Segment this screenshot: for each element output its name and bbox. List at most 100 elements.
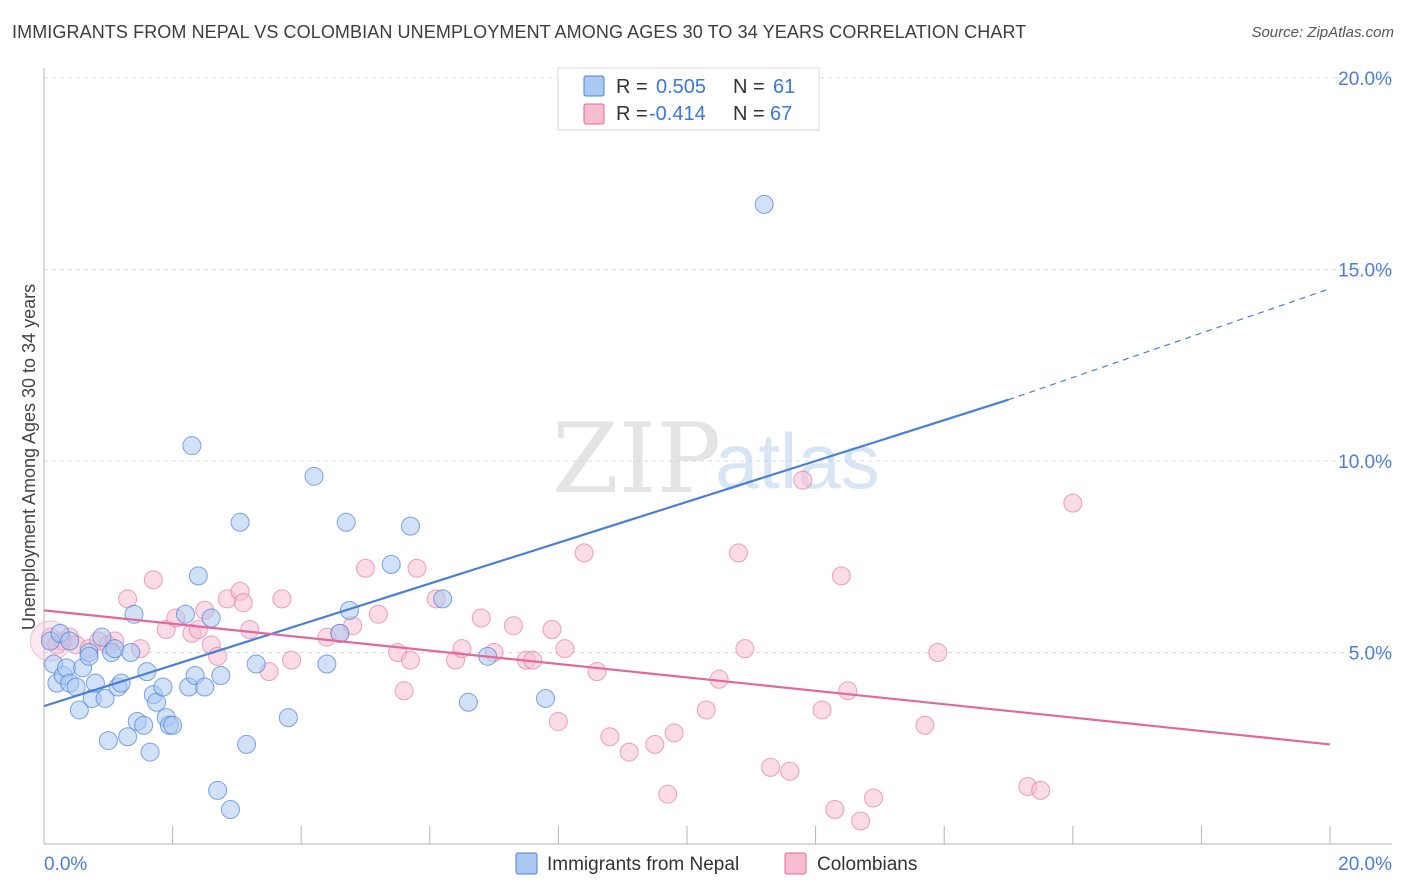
colombians-point-25 [282,650,302,670]
colombians-point-50 [645,734,665,754]
nepal-point-21 [111,673,131,693]
nepal-point-26 [134,715,154,735]
y-axis-label: Unemployment Among Ages 30 to 34 years [19,284,39,630]
colombians-point-47 [587,662,607,682]
nepal-point-40 [195,677,215,697]
colombians-point-21 [233,593,253,613]
legend-nepal-n-value: 61 [773,76,795,98]
series-colombians [29,470,1083,831]
colombians-point-70 [1063,493,1083,513]
nepal-point-51 [330,623,350,643]
nepal-point-46 [237,734,257,754]
colombians-point-67 [928,643,948,662]
nepal-point-42 [208,780,228,800]
colombians-point-61 [825,800,845,820]
nepal-point-5 [57,658,77,678]
nepal-point-6 [60,631,80,651]
colombians-point-60 [812,700,832,720]
legend-nepal-n-label: N = [733,76,765,98]
colombians-point-53 [696,700,716,720]
colombians-point-22 [240,620,260,640]
colombians-point-30 [368,604,388,624]
colombians-point-62 [831,566,851,586]
y-tick-label-20: 20.0% [1338,69,1392,90]
colombians-point-65 [863,788,883,808]
colombians-point-46 [574,543,594,563]
colombians-point-38 [471,608,491,628]
nepal-point-19 [105,639,125,659]
nepal-point-50 [317,654,337,674]
colombians-point-51 [658,784,678,804]
bottom-legend-swatch-nepal [515,852,538,875]
nepal-point-52 [336,512,356,532]
nepal-point-9 [69,700,89,720]
colombians-point-44 [548,711,568,731]
colombians-point-32 [394,681,414,701]
colombians-point-24 [272,589,292,609]
legend-colombians-r-value: -0.414 [649,103,706,125]
nepal-point-59 [536,688,556,708]
nepal-point-45 [230,512,250,532]
nepal-point-22 [118,727,138,747]
nepal-point-41 [201,608,221,628]
nepal-point-17 [98,731,118,751]
colombians-point-29 [356,558,375,578]
colombians-point-69 [1031,780,1051,800]
colombians-point-52 [664,723,684,743]
colombians-point-64 [851,811,871,831]
y-tick-labels: 5.0% 10.0% 15.0% 20.0% [1338,69,1392,665]
trend-lines [43,288,1331,746]
nepal-point-48 [278,708,298,728]
series-legend: Immigrants from Nepal Colombians [515,852,917,875]
nepal-trend-extension [1008,288,1331,401]
correlation-legend: R = 0.505 N = 61 R = -0.414 N = 67 [557,67,820,131]
nepal-point-35 [175,604,195,624]
x-tick-label-max: 20.0% [1338,854,1392,875]
nepal-point-53 [339,600,359,620]
nepal-trend-line [43,398,1009,708]
gridlines [44,77,1392,653]
nepal-point-34 [163,715,183,735]
colombians-point-57 [761,757,781,777]
nepal-point-44 [220,800,240,820]
colombians-point-40 [503,616,523,636]
x-axis-ticks [172,826,1331,844]
nepal-point-31 [153,677,173,697]
colombians-trend-line [43,609,1331,746]
nepal-point-57 [458,692,478,712]
x-tick-label-min: 0.0% [44,854,87,875]
colombians-point-49 [619,742,639,762]
colombians-point-33 [401,650,421,670]
source-label: Source: ZipAtlas.com [1251,24,1394,41]
legend-colombians-r-label: R = [616,103,648,125]
legend-colombians-n-label: N = [733,103,765,125]
legend-colombians-n-value: 67 [770,103,792,125]
nepal-point-49 [304,466,324,486]
nepal-point-16 [95,688,115,708]
nepal-point-12 [79,646,99,666]
nepal-point-43 [211,665,231,685]
nepal-point-54 [381,554,401,574]
colombians-point-11 [143,570,163,590]
bottom-legend-colombians-label: Colombians [817,854,917,875]
bottom-legend-nepal-label: Immigrants from Nepal [547,854,739,875]
chart-title: IMMIGRANTS FROM NEPAL VS COLOMBIAN UNEMP… [12,22,1027,42]
nepal-point-28 [140,742,160,762]
nepal-point-56 [433,589,453,609]
legend-nepal-r-label: R = [616,76,648,98]
y-tick-label-15: 15.0% [1338,261,1392,282]
colombians-point-56 [735,639,755,659]
bottom-legend-swatch-colombians [784,852,807,875]
nepal-point-60 [754,194,774,214]
nepal-point-39 [188,566,208,586]
legend-swatch-nepal [583,75,605,97]
colombians-point-66 [915,715,935,735]
colombians-point-58 [780,761,800,781]
nepal-point-15 [92,627,112,647]
watermark-atlas: atlas [715,417,880,505]
colombians-point-59 [793,470,813,490]
legend-swatch-colombians [583,103,605,125]
nepal-point-47 [246,654,266,674]
colombians-point-43 [542,620,562,640]
